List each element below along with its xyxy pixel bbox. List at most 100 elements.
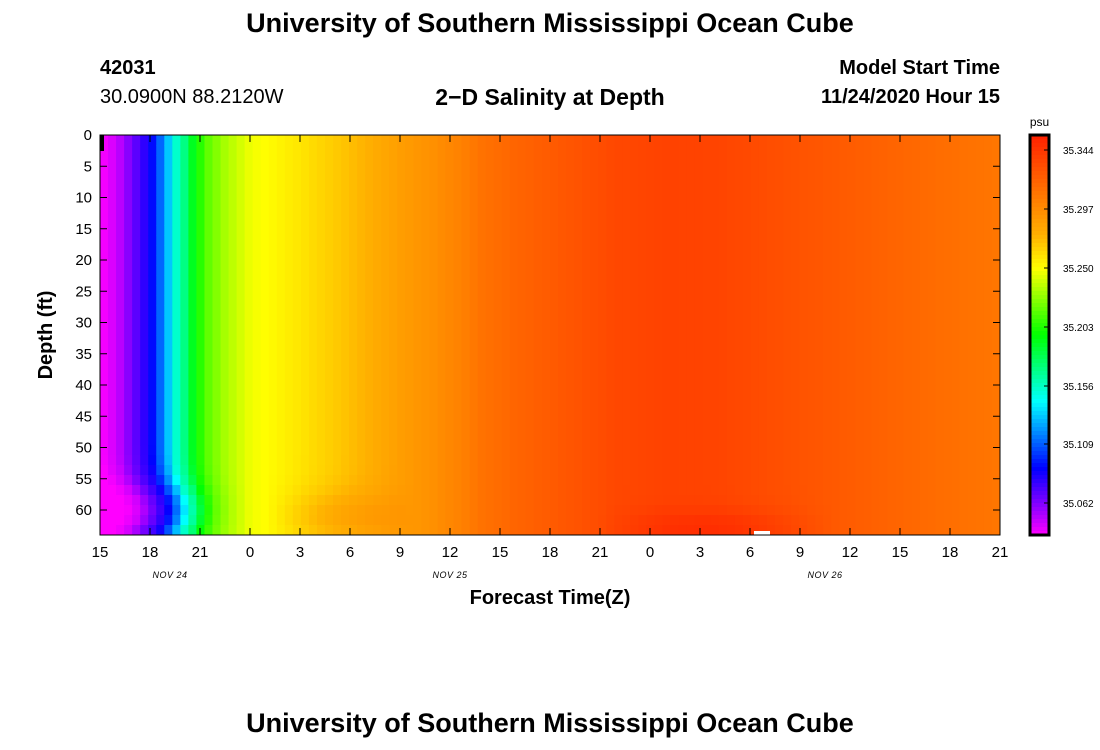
heatmap-cell — [381, 155, 390, 166]
heatmap-cell — [132, 415, 141, 426]
heatmap-cell — [517, 175, 527, 186]
heatmap-cell — [405, 515, 414, 526]
heatmap-cell — [694, 485, 704, 496]
heatmap-cell — [236, 485, 246, 496]
heatmap-cell — [975, 135, 985, 146]
heatmap-cell — [887, 185, 897, 196]
heatmap-cell — [598, 385, 607, 396]
heatmap-cell — [702, 415, 712, 426]
heatmap-cell — [927, 255, 937, 266]
heatmap-cell — [172, 175, 181, 186]
heatmap-cell — [252, 265, 262, 276]
heatmap-cell — [975, 285, 985, 296]
colorbar-segment — [1030, 447, 1049, 452]
heatmap-cell — [783, 295, 792, 306]
heatmap-cell — [477, 155, 487, 166]
heatmap-cell — [501, 415, 511, 426]
heatmap-cell — [775, 235, 784, 246]
heatmap-cell — [164, 355, 173, 366]
heatmap-cell — [630, 185, 639, 196]
heatmap-cell — [268, 415, 278, 426]
heatmap-cell — [807, 365, 816, 376]
heatmap-cell — [260, 235, 270, 246]
heatmap-cell — [919, 295, 929, 306]
heatmap-cell — [196, 195, 206, 206]
heatmap-cell — [734, 355, 744, 366]
heatmap-cell — [831, 295, 840, 306]
heatmap-cell — [590, 515, 599, 526]
x-tick-label: 21 — [592, 544, 609, 561]
heatmap-cell — [100, 235, 109, 246]
heatmap-cell — [983, 395, 993, 406]
heatmap-cell — [702, 195, 712, 206]
heatmap-cell — [750, 215, 760, 226]
heatmap-cell — [959, 165, 969, 176]
heatmap-cell — [437, 245, 447, 256]
heatmap-cell — [951, 445, 961, 456]
heatmap-cell — [887, 495, 897, 506]
heatmap-cell — [839, 355, 848, 366]
heatmap-cell — [943, 455, 953, 466]
heatmap-cell — [461, 495, 471, 506]
heatmap-cell — [662, 475, 672, 486]
heatmap-cell — [188, 205, 198, 216]
heatmap-cell — [766, 255, 776, 266]
colorbar-segment — [1030, 523, 1049, 528]
heatmap-cell — [236, 445, 246, 456]
heatmap-cell — [132, 265, 141, 276]
heatmap-cell — [116, 215, 125, 226]
y-tick-label: 50 — [75, 440, 92, 457]
colorbar-segment — [1030, 331, 1049, 336]
heatmap-cell — [413, 455, 423, 466]
heatmap-cell — [558, 445, 567, 456]
heatmap-cell — [252, 525, 262, 535]
heatmap-cell — [292, 405, 302, 416]
heatmap-cell — [823, 455, 832, 466]
heatmap-cell — [975, 185, 985, 196]
heatmap-cell — [164, 395, 173, 406]
heatmap-cell — [815, 225, 824, 236]
heatmap-cell — [365, 435, 374, 446]
heatmap-cell — [485, 175, 495, 186]
heatmap-cell — [477, 285, 487, 296]
heatmap-cell — [132, 205, 141, 216]
colorbar: psu35.34435.29735.25035.20335.15635.1093… — [1028, 115, 1094, 537]
heatmap-cell — [943, 305, 953, 316]
heatmap-cell — [108, 285, 117, 296]
heatmap-cell — [742, 135, 752, 146]
colorbar-label: 35.203 — [1063, 323, 1094, 334]
heatmap-cell — [316, 515, 326, 526]
heatmap-cell — [590, 345, 599, 356]
heatmap-cell — [260, 265, 270, 276]
heatmap-cell — [911, 475, 921, 486]
heatmap-cell — [316, 335, 326, 346]
heatmap-cell — [405, 155, 414, 166]
heatmap-cell — [132, 515, 141, 526]
heatmap-cell — [453, 225, 463, 236]
heatmap-cell — [236, 245, 246, 256]
colorbar-segment — [1030, 207, 1049, 212]
heatmap-cell — [485, 325, 495, 336]
heatmap-cell — [421, 505, 431, 516]
heatmap-cell — [333, 175, 342, 186]
heatmap-cell — [975, 195, 985, 206]
heatmap-cell — [558, 395, 567, 406]
heatmap-cell — [734, 415, 744, 426]
heatmap-cell — [887, 155, 897, 166]
heatmap-cell — [477, 365, 487, 376]
heatmap-cell — [100, 305, 109, 316]
heatmap-cell — [349, 505, 358, 516]
heatmap-cell — [887, 455, 897, 466]
heatmap-cell — [678, 195, 688, 206]
heatmap-cell — [646, 425, 656, 436]
heatmap-cell — [268, 455, 278, 466]
heatmap-cell — [381, 405, 390, 416]
heatmap-cell — [646, 355, 656, 366]
heatmap-cell — [895, 175, 905, 186]
heatmap-cell — [991, 445, 1000, 456]
heatmap-cell — [405, 215, 414, 226]
heatmap-cell — [807, 385, 816, 396]
heatmap-cell — [742, 315, 752, 326]
plot-title: 2−D Salinity at Depth — [435, 84, 665, 110]
heatmap-cell — [951, 235, 961, 246]
